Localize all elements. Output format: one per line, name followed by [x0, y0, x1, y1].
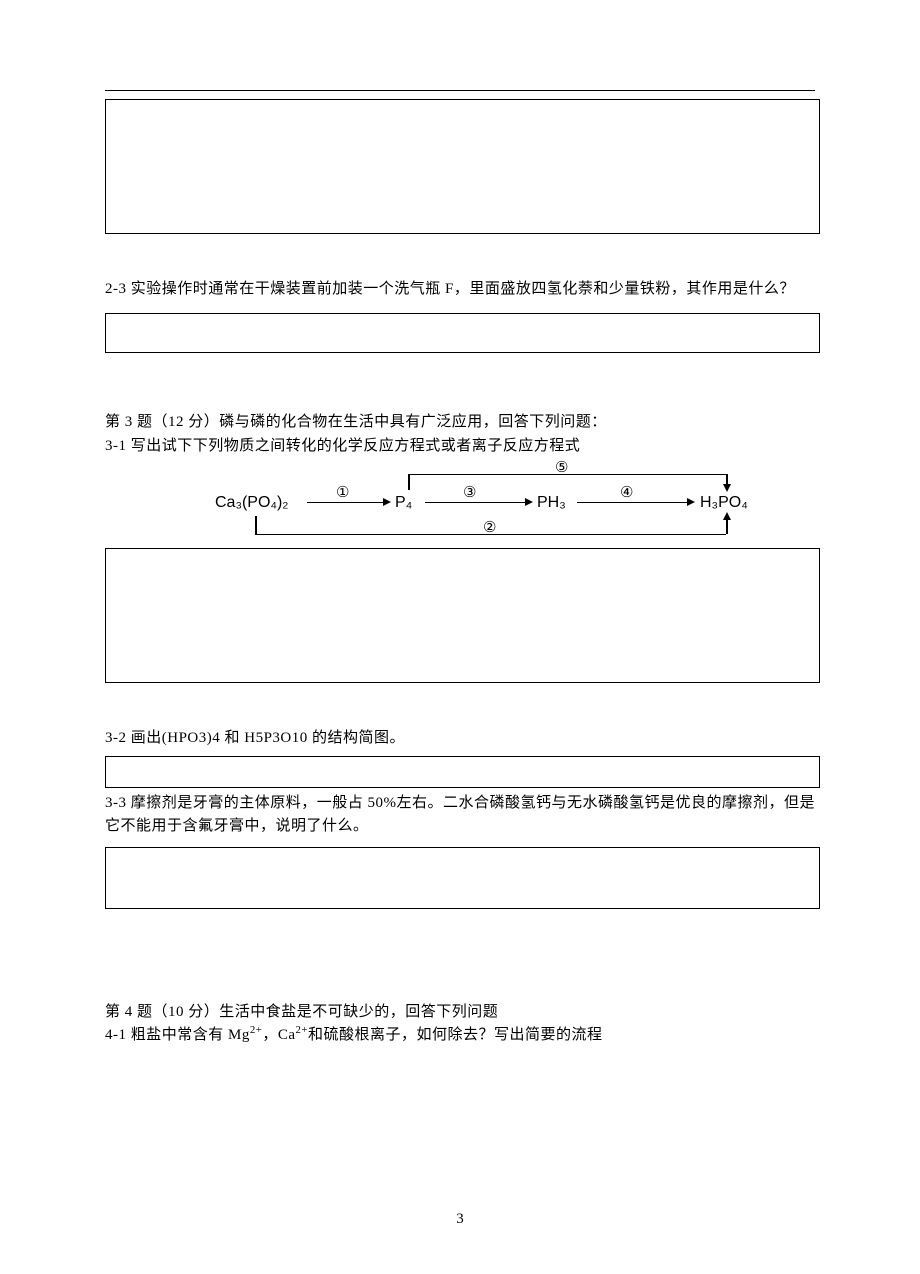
arrow-2-head — [723, 512, 731, 520]
arrow-3-head — [525, 498, 533, 506]
arrow-2-v-right — [726, 518, 728, 534]
node-ca3po42: Ca₃(PO₄)₂ — [215, 494, 288, 512]
label-2: ② — [483, 518, 496, 536]
answer-box-3-1 — [105, 548, 820, 683]
page-number: 3 — [0, 1211, 920, 1228]
q4-1-post: 和硫酸根离子，如何除去？写出简要的流程 — [308, 1027, 603, 1043]
answer-box-3-3 — [105, 847, 820, 909]
arrow-1-head — [383, 498, 391, 506]
q4-1-pre: 4-1 粗盐中常含有 Mg — [105, 1027, 250, 1043]
node-ph3: PH₃ — [537, 494, 566, 512]
answer-box-3-2 — [105, 756, 820, 788]
header-rule — [105, 90, 815, 91]
arrow-4-head — [687, 498, 695, 506]
arrow-5-v-left — [408, 474, 410, 490]
q4-1-mid: ，Ca — [262, 1027, 295, 1043]
arrow-4-line — [577, 502, 687, 504]
page-root: 2-3 实验操作时通常在干燥装置前加装一个洗气瓶 F，里面盛放四氢化萘和少量铁粉… — [0, 0, 920, 1274]
question-4-1: 4-1 粗盐中常含有 Mg2+，Ca2+和硫酸根离子，如何除去？写出简要的流程 — [105, 1024, 820, 1047]
label-1: ① — [336, 483, 349, 501]
answer-box-2-2 — [105, 99, 820, 234]
question-2-3: 2-3 实验操作时通常在干燥装置前加装一个洗气瓶 F，里面盛放四氢化萘和少量铁粉… — [105, 278, 820, 301]
question-4-heading: 第 4 题（10 分）生活中食盐是不可缺少的，回答下列问题 — [105, 1001, 820, 1024]
answer-box-2-3 — [105, 313, 820, 353]
label-4: ④ — [620, 483, 633, 501]
arrow-5-head — [723, 484, 731, 492]
question-3-1: 3-1 写出试下下列物质之间转化的化学反应方程式或者离子反应方程式 — [105, 435, 820, 458]
node-h3po4: H₃PO₄ — [700, 494, 748, 512]
label-3: ③ — [463, 483, 476, 501]
question-3-3: 3-3 摩擦剂是牙膏的主体原料，一般占 50%左右。二水合磷酸氢钙与无水磷酸氢钙… — [105, 792, 820, 839]
arrow-1-line — [307, 502, 383, 504]
sup-2plus-1: 2+ — [250, 1024, 263, 1036]
label-5: ⑤ — [555, 458, 568, 476]
sup-2plus-2: 2+ — [296, 1024, 309, 1036]
arrow-3-line — [425, 502, 525, 504]
arrow-2-v-left — [255, 516, 257, 534]
question-3-2: 3-2 画出(HPO3)4 和 H5P3O10 的结构简图。 — [105, 727, 820, 750]
question-3-heading: 第 3 题（12 分）磷与磷的化合物在生活中具有广泛应用，回答下列问题： — [105, 411, 820, 434]
reaction-diagram: Ca₃(PO₄)₂ P₄ PH₃ H₃PO₄ ① ③ ④ ⑤ ② — [215, 466, 775, 544]
node-p4: P₄ — [395, 494, 412, 512]
